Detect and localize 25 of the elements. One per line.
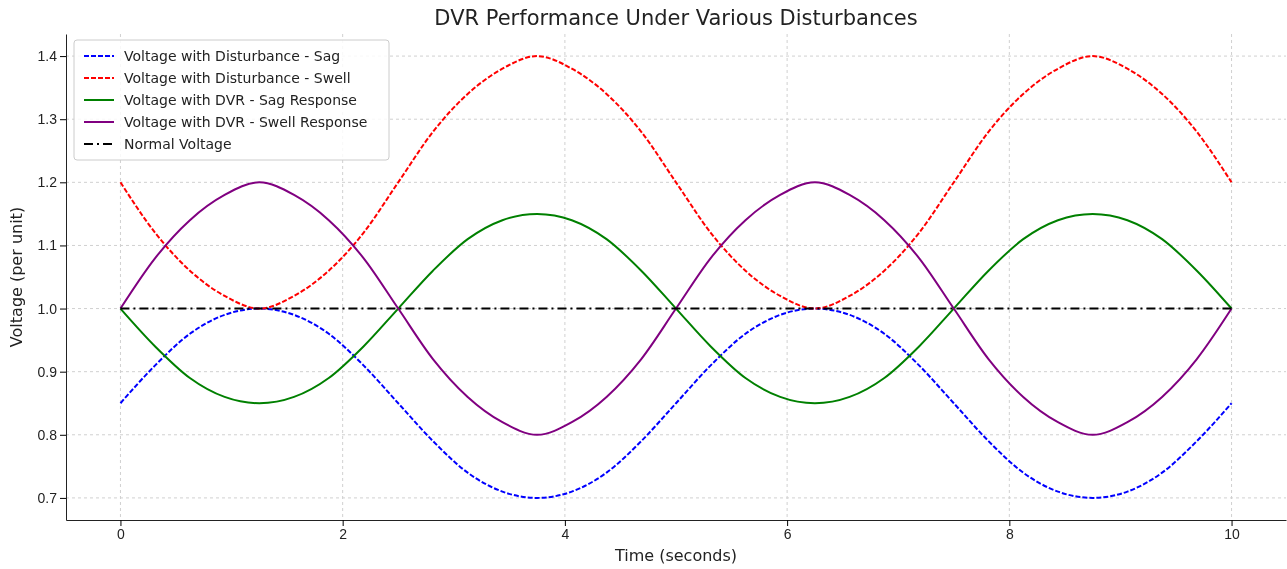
chart-title: DVR Performance Under Various Disturbances [434, 6, 918, 30]
legend-label: Voltage with DVR - Sag Response [124, 92, 357, 108]
y-tick-label: 0.7 [37, 489, 58, 506]
x-tick-label: 0 [117, 525, 126, 542]
x-tick-label: 4 [561, 525, 570, 542]
line-series [119, 212, 1233, 405]
x-tick-label: 6 [783, 525, 792, 542]
line-series [119, 181, 1233, 436]
x-tick-label: 10 [1224, 525, 1241, 542]
y-tick-label: 1.0 [37, 300, 58, 317]
y-tick-label: 1.1 [37, 237, 58, 254]
x-tick-label: 2 [339, 525, 348, 542]
x-tick-label: 8 [1005, 525, 1014, 542]
line-series [119, 307, 1233, 499]
legend-label: Voltage with Disturbance - Swell [124, 70, 351, 86]
legend-label: Voltage with DVR - Swell Response [124, 114, 368, 130]
y-tick-label: 0.8 [37, 426, 58, 443]
y-tick-label: 1.4 [37, 48, 58, 65]
y-tick-label: 0.9 [37, 363, 58, 380]
x-axis-title: Time (seconds) [613, 546, 738, 565]
y-tick-label: 1.3 [37, 111, 58, 128]
legend-label: Normal Voltage [124, 136, 232, 152]
y-axis-title: Voltage (per unit) [7, 206, 26, 348]
legend-label: Voltage with Disturbance - Sag [124, 48, 341, 64]
y-tick-label: 1.2 [37, 174, 58, 191]
